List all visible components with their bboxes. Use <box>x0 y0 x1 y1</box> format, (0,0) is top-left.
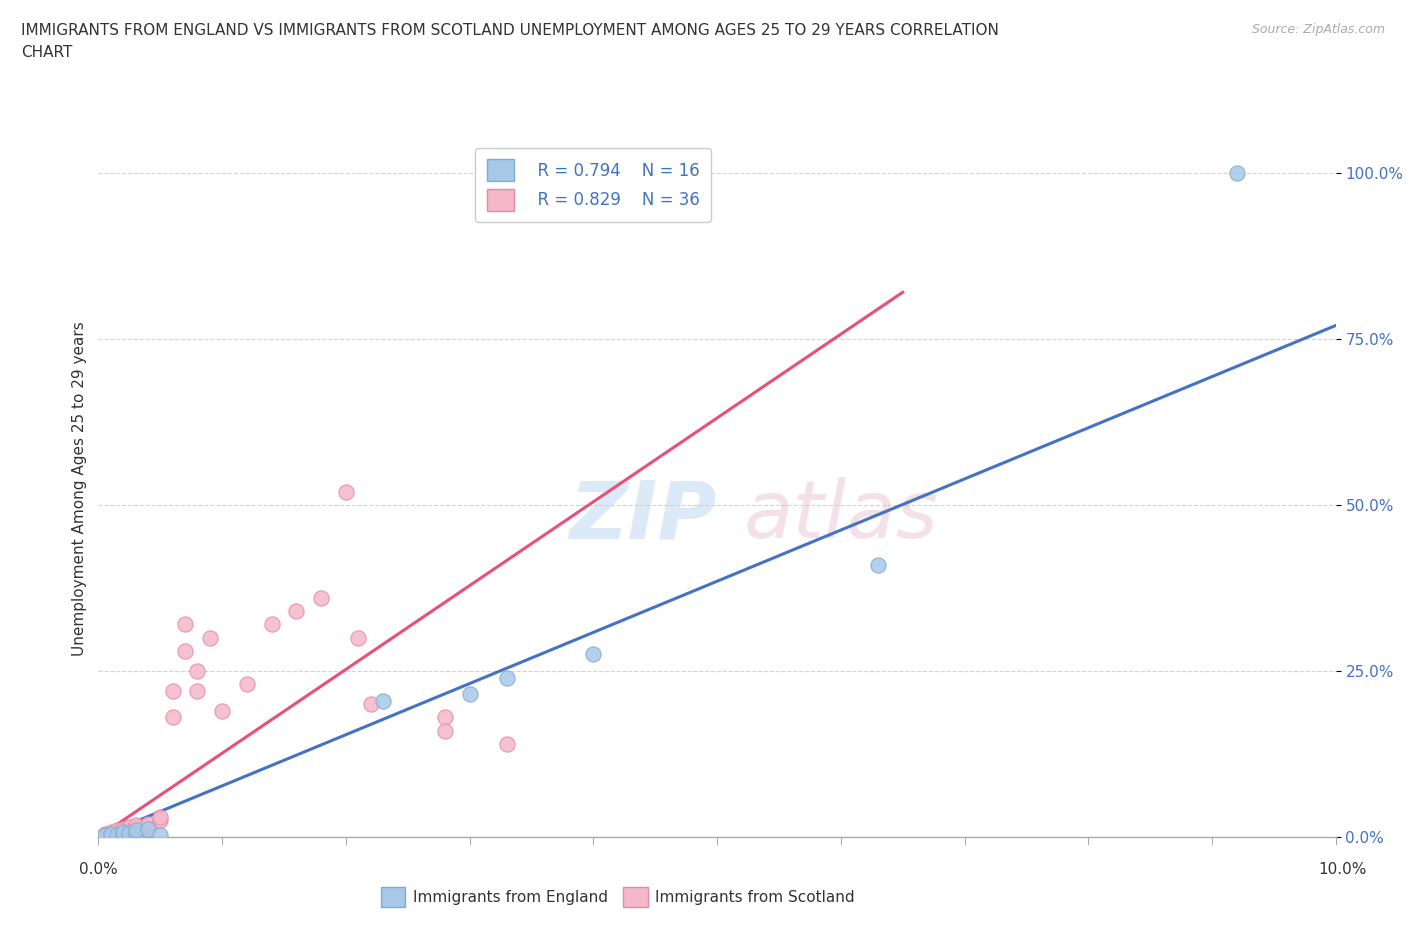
Point <box>124 821 146 836</box>
Point <box>93 827 115 842</box>
Text: CHART: CHART <box>21 45 73 60</box>
Point <box>174 644 197 658</box>
Point <box>100 826 122 841</box>
Point <box>162 710 184 724</box>
Point <box>112 821 135 836</box>
Point <box>112 824 135 839</box>
Point <box>149 828 172 843</box>
Point <box>100 824 122 839</box>
Point <box>149 810 172 825</box>
Point <box>495 671 517 685</box>
Point <box>335 485 357 499</box>
Point <box>105 823 128 838</box>
Text: 0.0%: 0.0% <box>79 862 118 877</box>
Point <box>285 604 308 618</box>
Point <box>186 684 208 698</box>
Point <box>124 823 146 838</box>
Point <box>100 828 122 843</box>
Point <box>100 826 122 841</box>
Point <box>174 617 197 631</box>
Point <box>93 828 115 843</box>
Point <box>118 826 141 841</box>
Point <box>371 694 394 709</box>
Point <box>433 710 456 724</box>
Point <box>260 617 283 631</box>
Point <box>124 826 146 841</box>
Point <box>458 686 481 701</box>
Point <box>136 821 159 836</box>
Text: Source: ZipAtlas.com: Source: ZipAtlas.com <box>1251 23 1385 36</box>
Point <box>309 591 332 605</box>
Point <box>136 817 159 831</box>
Text: IMMIGRANTS FROM ENGLAND VS IMMIGRANTS FROM SCOTLAND UNEMPLOYMENT AMONG AGES 25 T: IMMIGRANTS FROM ENGLAND VS IMMIGRANTS FR… <box>21 23 1000 38</box>
Point <box>118 819 141 834</box>
Point <box>112 826 135 841</box>
Point <box>124 819 146 834</box>
Point <box>360 697 382 711</box>
Point <box>100 826 122 841</box>
Point <box>186 663 208 678</box>
Point <box>1226 166 1249 180</box>
Point <box>149 813 172 828</box>
Legend: Immigrants from England, Immigrants from Scotland: Immigrants from England, Immigrants from… <box>375 882 862 913</box>
Point <box>433 724 456 738</box>
Point <box>866 557 889 572</box>
Point <box>211 703 233 718</box>
Point <box>112 824 135 839</box>
Text: atlas: atlas <box>744 477 938 555</box>
Point <box>112 827 135 842</box>
Point <box>105 828 128 843</box>
Point <box>198 631 221 645</box>
Point <box>347 631 370 645</box>
Point <box>93 829 115 844</box>
Y-axis label: Unemployment Among Ages 25 to 29 years: Unemployment Among Ages 25 to 29 years <box>72 321 87 656</box>
Text: 10.0%: 10.0% <box>1319 862 1367 877</box>
Point <box>582 647 605 662</box>
Point <box>136 819 159 834</box>
Point <box>495 737 517 751</box>
Point <box>162 684 184 698</box>
Point <box>236 677 259 692</box>
Text: ZIP: ZIP <box>569 477 717 555</box>
Point <box>124 817 146 832</box>
